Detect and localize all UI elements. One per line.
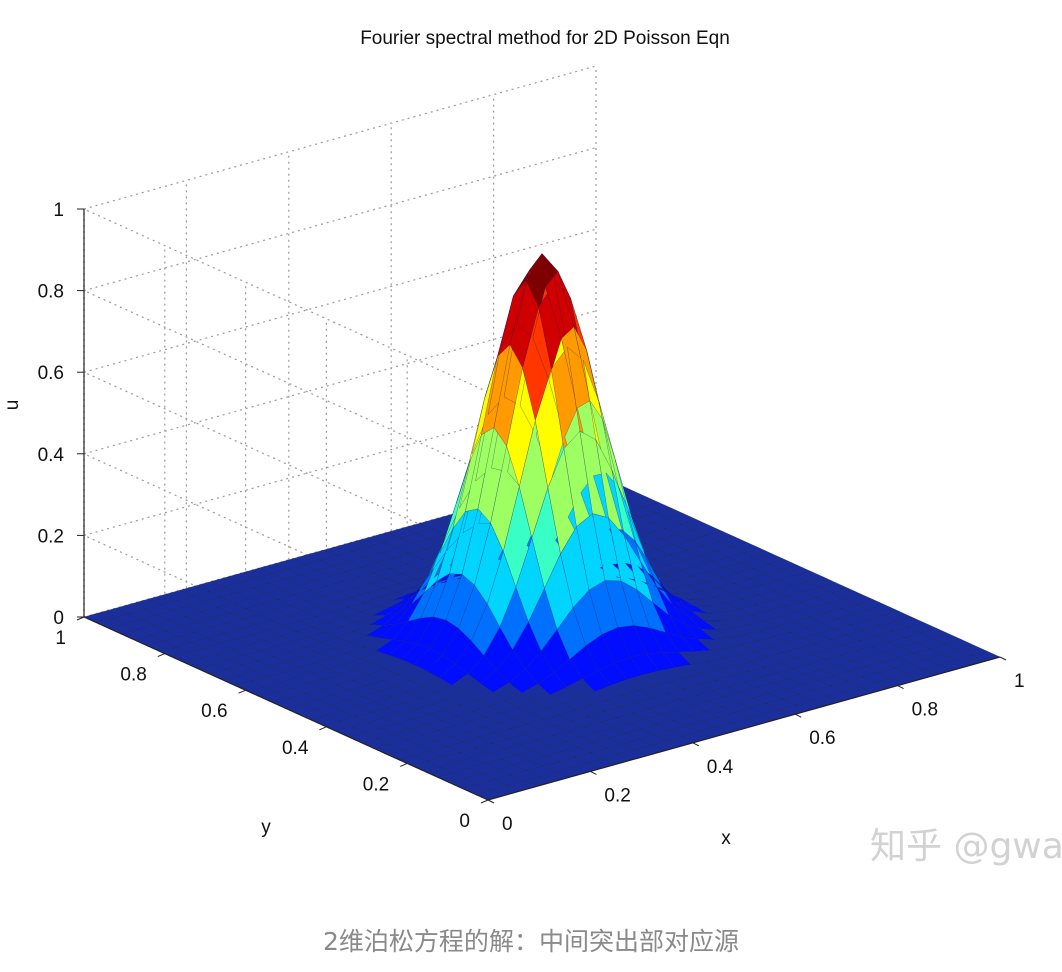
z-tick-label: 0.4 bbox=[38, 445, 65, 466]
y-tick-mark bbox=[480, 799, 489, 804]
x-tick-mark bbox=[794, 713, 802, 718]
chart-title: Fourier spectral method for 2D Poisson E… bbox=[360, 28, 730, 49]
x-tick-mark bbox=[692, 742, 700, 747]
figure-caption: 2维泊松方程的解：中间突出部对应源 bbox=[323, 927, 739, 956]
surface-mesh bbox=[83, 253, 1001, 801]
y-tick-mark bbox=[400, 762, 408, 767]
y-tick-label: 0.2 bbox=[363, 774, 389, 795]
x-tick-label: 0.4 bbox=[707, 757, 734, 778]
y-tick-label: 0 bbox=[459, 811, 470, 832]
y-tick-mark bbox=[238, 689, 246, 694]
z-tick-label: 0.6 bbox=[38, 363, 64, 384]
grid-line bbox=[83, 228, 597, 373]
y-tick-label: 0.8 bbox=[120, 665, 146, 686]
grid-line bbox=[83, 65, 597, 210]
x-tick-label: 0.8 bbox=[912, 700, 938, 721]
x-tick-label: 1 bbox=[1014, 671, 1025, 692]
x-tick-mark bbox=[897, 685, 904, 690]
x-tick-label: 0.2 bbox=[604, 785, 630, 806]
x-tick-mark bbox=[590, 770, 597, 775]
grid-line bbox=[83, 290, 489, 475]
x-tick-label: 0 bbox=[502, 814, 513, 835]
surface-chart: Fourier spectral method for 2D Poisson E… bbox=[2, 28, 1062, 867]
y-tick-label: 0.4 bbox=[282, 738, 309, 759]
grid-line bbox=[83, 208, 489, 393]
watermark: 知乎 @gwa bbox=[870, 826, 1062, 867]
grid-line bbox=[83, 147, 597, 292]
z-axis-label: u bbox=[2, 400, 23, 411]
x-tick-mark bbox=[487, 799, 495, 804]
x-axis-line bbox=[487, 656, 1001, 801]
grid-line bbox=[83, 391, 597, 536]
y-axis-line bbox=[83, 616, 489, 801]
z-tick-label: 0 bbox=[53, 608, 64, 629]
x-tick-mark bbox=[999, 656, 1007, 661]
x-axis-label: x bbox=[721, 828, 731, 849]
y-axis-label: y bbox=[261, 817, 271, 838]
tick-labels: 00.20.40.60.8100.20.40.60.8100.20.40.60.… bbox=[38, 200, 1025, 835]
z-tick-label: 1 bbox=[53, 200, 64, 221]
y-tick-label: 1 bbox=[55, 628, 66, 649]
x-tick-label: 0.6 bbox=[809, 728, 835, 749]
y-tick-mark bbox=[319, 726, 327, 731]
z-tick-label: 0.8 bbox=[38, 282, 64, 303]
axes bbox=[76, 208, 1007, 804]
grid-line bbox=[83, 310, 597, 455]
y-tick-mark bbox=[157, 653, 165, 658]
z-tick-label: 0.2 bbox=[38, 526, 64, 547]
y-tick-label: 0.6 bbox=[201, 701, 227, 722]
